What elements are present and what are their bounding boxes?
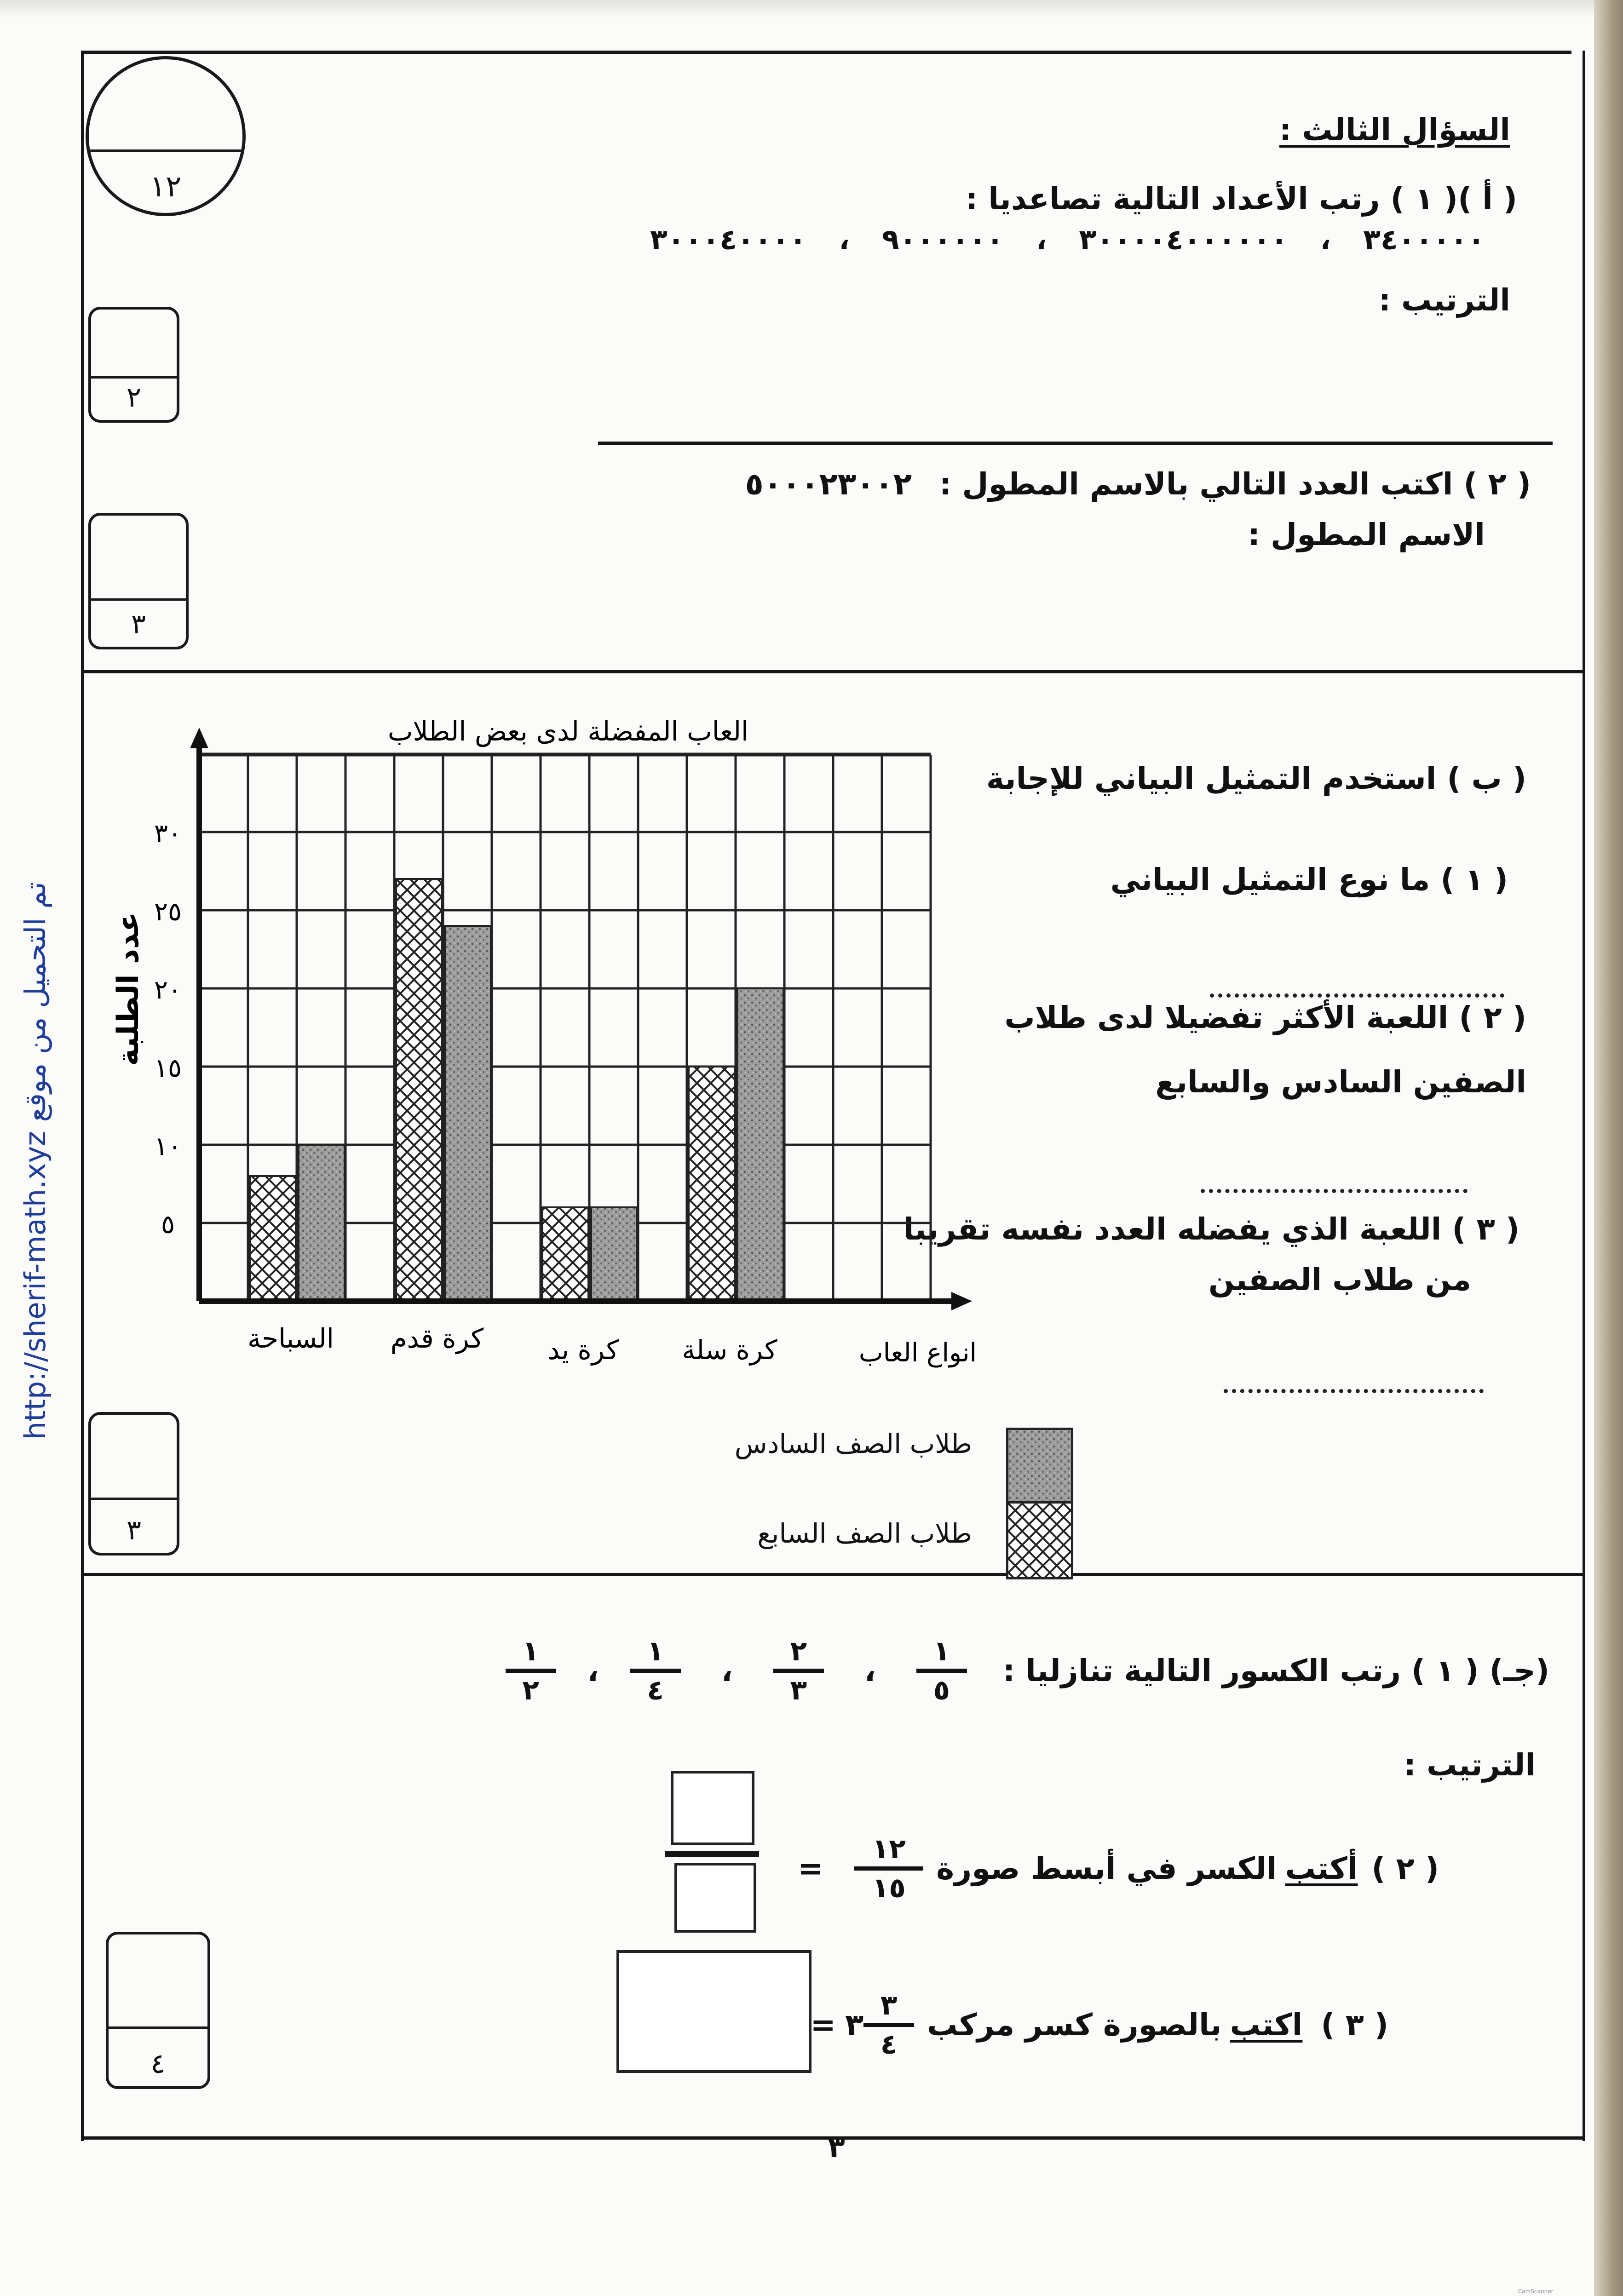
part-b-q2-line2: الصفين السادس والسابع (1155, 1064, 1526, 1100)
number-1: ٣٤٠٠٠٠٠ (1363, 223, 1485, 256)
frame-bottom (81, 2136, 1585, 2140)
x-tick-label: كرة قدم (391, 1323, 484, 1355)
legend-swatch-seventh (1006, 1501, 1073, 1579)
part-a-q1-label: ( أ )( ١ ) رتب الأعداد التالية تصاعديا : (965, 181, 1517, 217)
x-tick-label: كرة سلة (682, 1334, 777, 1366)
bar-seventh-3 (688, 1066, 736, 1302)
score-box-b: ٣ (88, 1412, 179, 1556)
frame-top (81, 51, 1571, 54)
divider-b (81, 670, 1585, 673)
part-a-q2-label: ( ٢ ) اكتب العدد التالي بالاسم المطول : (939, 466, 1531, 502)
x-axis-arrow-icon (951, 1292, 972, 1310)
bar-sixth-1 (444, 925, 492, 1302)
scan-top-shadow (0, 0, 1623, 18)
numbers-list: ٣٤٠٠٠٠٠ ، ٣٠٠٠٠٤٠٠٠٠٠٠ ، ٩٠٠٠٠٠٠ ، ٣٠٠٠٤… (650, 223, 1485, 256)
ordering-label-c: الترتيب : (1404, 1747, 1536, 1783)
number-4: ٣٠٠٠٤٠٠٠٠ (650, 223, 807, 256)
score-box-a2: ٣ (88, 513, 189, 649)
part-c-q1: (جـ) ( ١ ) رتب الكسور التالية تنازليا : … (493, 1637, 1549, 1704)
ordering-label-a: الترتيب : (1378, 282, 1510, 318)
fraction-12-15: ١٢ ١٥ (854, 1835, 924, 1902)
long-name-label: الاسم المطول : (1248, 517, 1485, 552)
x-tick-label: كرة يد (547, 1334, 619, 1366)
bar-sixth-2 (590, 1206, 638, 1302)
legend-swatch-sixth (1006, 1428, 1073, 1504)
total-score-circle: ١٢ (86, 56, 246, 216)
part-a-q2: ( ٢ ) اكتب العدد التالي بالاسم المطول : … (745, 469, 1531, 499)
long-number: ٥٠٠٠٢٣٠٠٢ (745, 466, 912, 502)
bar-seventh-2 (541, 1206, 589, 1302)
number-2: ٣٠٠٠٠٤٠٠٠٠٠٠ (1079, 223, 1288, 256)
part-b-q3-line1: ( ٣ ) اللعبة الذي يفضله العدد نفسه تقريب… (903, 1211, 1519, 1247)
divider-c (81, 1573, 1585, 1576)
part-b-q1: ( ١ ) ما نوع التمثيل البياني (1110, 862, 1508, 897)
denominator-answer-box[interactable] (674, 1863, 756, 1933)
score-box-c: ٤ (106, 1932, 210, 2089)
y-tick-label: ١٠ (154, 1131, 182, 1161)
bar-chart: السباحة كرة قدم كرة يد كرة سلة ٥ ١٠ ١٥ ٢٠ ٢٥ ٣٠ ا… (111, 716, 977, 1368)
y-axis-arrow-icon (190, 728, 208, 748)
score-box-a1: ٢ (88, 307, 179, 423)
y-tick-label: ١٥ (154, 1053, 182, 1083)
answer-fraction-bar (665, 1851, 759, 1857)
y-tick-label: ٥ (161, 1210, 175, 1240)
total-score: ١٢ (150, 170, 182, 204)
part-b-intro: ( ب ) استخدم التمثيل البياني للإجابة (986, 761, 1526, 796)
bar-seventh-0 (249, 1175, 297, 1302)
number-3: ٩٠٠٠٠٠٠ (881, 223, 1004, 256)
part-b-q3-line2: من طلاب الصفين (1208, 1262, 1471, 1297)
legend-label-seventh: طلاب الصف السابع (757, 1518, 972, 1549)
x-axis-label: انواع العاب (859, 1338, 977, 1368)
page-number: ٣ (828, 2132, 845, 2164)
y-tick-label: ٣٠ (154, 819, 182, 849)
watermark-link[interactable]: http://sherif-math.xyz تم التحميل من موق… (18, 882, 52, 1440)
chart-title: العاب المفضلة لدى بعض الطلاب (388, 716, 748, 747)
x-tick-label: السباحة (247, 1323, 334, 1354)
mixed-number-whole: ٣ (845, 2007, 864, 2043)
scan-right-edge (1594, 0, 1623, 2296)
bar-sixth-3 (737, 987, 784, 1302)
frame-right (1583, 51, 1585, 2141)
part-c-q2: ( ٢ ) أكتب الكسر في أبسط صورة ١٢ ١٥ = (797, 1833, 1439, 1904)
improper-fraction-answer-box[interactable] (616, 1950, 812, 2073)
y-tick-label: ٢٠ (154, 975, 182, 1005)
part-c-q1-label: (جـ) ( ١ ) رتب الكسور التالية تنازليا : (1002, 1653, 1549, 1688)
scanner-mark: CamScanner (1518, 2288, 1554, 2295)
numerator-answer-box[interactable] (671, 1771, 754, 1845)
answer-line-b2[interactable] (1201, 1189, 1468, 1193)
bar-sixth-0 (298, 1144, 345, 1302)
frame-left (81, 51, 84, 2141)
divider-a (598, 442, 1553, 445)
bar-seventh-1 (395, 878, 443, 1302)
part-b-q2-line1: ( ٢ ) اللعبة الأكثر تفضيلا لدى طلاب (1004, 1000, 1526, 1035)
y-axis-label: عدد الطلبة (111, 912, 145, 1066)
answer-line-b1[interactable] (1210, 993, 1504, 998)
legend-label-sixth: طلاب الصف السادس (734, 1428, 972, 1459)
y-tick-label: ٢٥ (154, 897, 182, 927)
question-title: السؤال الثالث : (1279, 112, 1510, 148)
answer-line-b3[interactable] (1224, 1389, 1484, 1393)
